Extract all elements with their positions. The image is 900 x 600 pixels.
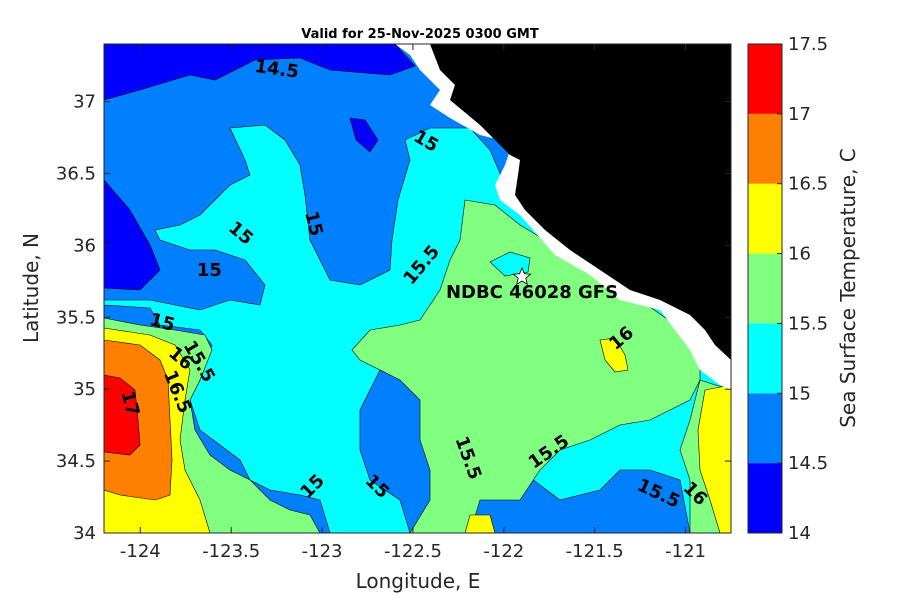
colorbar-swatch — [748, 463, 782, 533]
x-tick-label: -123.5 — [202, 541, 260, 562]
x-axis-label: Longitude, E — [356, 569, 481, 593]
colorbar-tick-label: 14.5 — [788, 453, 828, 474]
colorbar-label: Sea Surface Temperature, C — [836, 148, 860, 428]
colorbar-swatch — [748, 183, 782, 254]
x-tick-label: -124 — [120, 541, 161, 562]
band-15-15_5-spot — [489, 251, 531, 277]
land-mass — [430, 44, 731, 360]
colorbar-tick-label: 15 — [788, 383, 811, 404]
colorbar-tick-label: 16 — [788, 244, 811, 265]
band-14-14_5-west — [104, 179, 161, 291]
colorbar-tick-label: 16.5 — [788, 174, 828, 195]
plot-frame — [103, 43, 732, 534]
white-star-icon — [512, 266, 532, 286]
band-16-16_5-spot — [599, 337, 629, 373]
band-17-17_5 — [104, 374, 141, 456]
map-title: Valid for 25-Nov-2025 0300 GMT — [301, 27, 539, 42]
y-tick-label: 34.5 — [56, 451, 96, 472]
x-tick-label: -121.5 — [566, 541, 624, 562]
colorbar-tick-label: 17.5 — [788, 34, 828, 55]
colorbar-frame — [747, 43, 783, 534]
y-tick-label: 35.5 — [56, 307, 96, 328]
x-tick-label: -122 — [483, 541, 524, 562]
y-axis: 34 34.5 35 35.5 36 36.5 37 — [56, 92, 731, 544]
x-tick-label: -121 — [665, 541, 706, 562]
x-axis: -124 -123.5 -123 -122.5 -122 -121.5 -121 — [120, 44, 706, 562]
band-14-14_5-spot — [349, 117, 379, 153]
x-tick-label: -122.5 — [384, 541, 442, 562]
band-14-14_5-north — [104, 44, 416, 101]
colorbar-tick-label: 17 — [788, 104, 811, 125]
colorbar-swatch — [748, 44, 782, 114]
y-tick-label: 37 — [73, 92, 96, 113]
colorbar-swatch — [748, 253, 782, 324]
band-16-16_5-south — [464, 514, 496, 533]
colorbar-swatch — [748, 393, 782, 464]
y-axis-label: Latitude, N — [19, 233, 43, 343]
colorbar-tick-label: 14 — [788, 523, 811, 544]
colorbar-swatch — [748, 113, 782, 184]
y-tick-label: 36 — [73, 235, 96, 256]
x-tick-label: -123 — [302, 541, 343, 562]
y-tick-label: 35 — [73, 379, 96, 400]
colorbar-tick-label: 15.5 — [788, 313, 828, 334]
station-marker: NDBC 46028 GFS — [446, 266, 618, 303]
y-tick-label: 36.5 — [56, 163, 96, 184]
station-label: NDBC 46028 GFS — [446, 282, 618, 303]
colorbar: 14 14.5 15 15.5 16 16.5 17 17.5 — [747, 34, 828, 544]
band-16-16_5-east — [697, 384, 731, 533]
contour-label: 15 — [197, 260, 222, 281]
y-tick-label: 34 — [73, 523, 96, 544]
colorbar-swatch — [748, 323, 782, 394]
